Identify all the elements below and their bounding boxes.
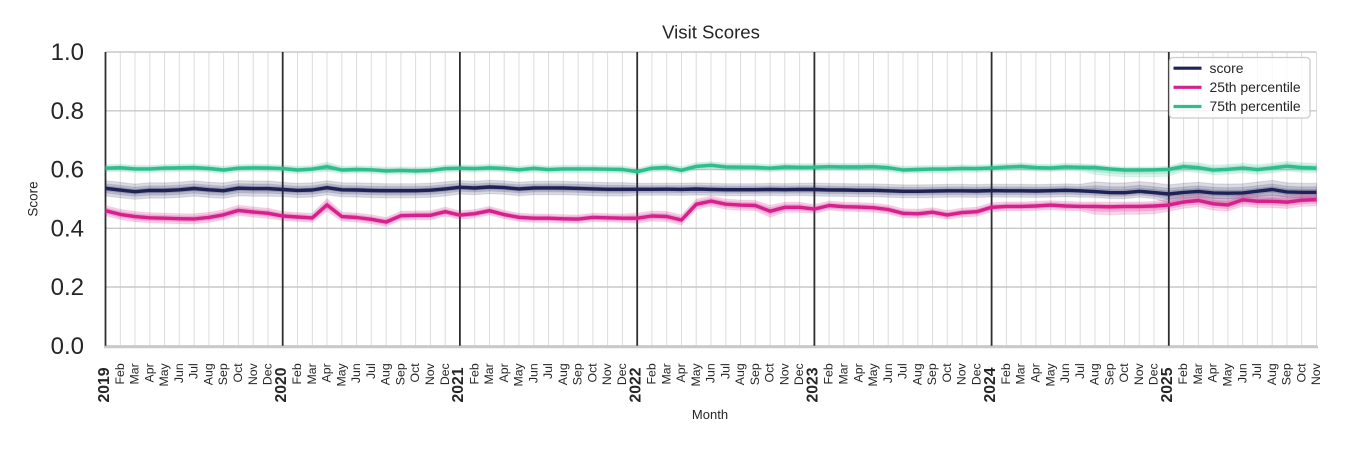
svg-text:Mar: Mar bbox=[837, 363, 851, 384]
svg-text:Nov: Nov bbox=[423, 362, 437, 385]
svg-text:Month: Month bbox=[692, 407, 728, 422]
svg-text:Dec: Dec bbox=[438, 363, 452, 385]
svg-text:May: May bbox=[334, 362, 348, 386]
svg-text:1.0: 1.0 bbox=[51, 39, 84, 66]
svg-text:Dec: Dec bbox=[615, 363, 629, 385]
svg-text:Feb: Feb bbox=[1176, 363, 1190, 384]
svg-text:score: score bbox=[1210, 60, 1244, 76]
svg-text:Nov: Nov bbox=[955, 362, 969, 385]
svg-text:Feb: Feb bbox=[290, 363, 304, 384]
svg-text:0.8: 0.8 bbox=[51, 98, 84, 125]
svg-text:Sep: Sep bbox=[216, 363, 230, 385]
svg-text:Mar: Mar bbox=[305, 363, 319, 384]
svg-text:Jun: Jun bbox=[1235, 363, 1249, 383]
svg-text:Aug: Aug bbox=[910, 363, 924, 385]
svg-text:May: May bbox=[512, 362, 526, 386]
svg-text:Mar: Mar bbox=[482, 363, 496, 384]
svg-text:Dec: Dec bbox=[261, 363, 275, 385]
svg-text:Dec: Dec bbox=[969, 363, 983, 385]
svg-text:Sep: Sep bbox=[1102, 363, 1116, 385]
svg-text:Oct: Oct bbox=[940, 363, 954, 383]
svg-text:May: May bbox=[866, 362, 880, 386]
svg-text:Dec: Dec bbox=[1147, 363, 1161, 385]
svg-text:Mar: Mar bbox=[1191, 363, 1205, 384]
svg-text:Apr: Apr bbox=[1206, 363, 1220, 382]
svg-text:Jul: Jul bbox=[541, 363, 555, 379]
svg-text:Apr: Apr bbox=[1029, 363, 1043, 382]
svg-text:Nov: Nov bbox=[246, 362, 260, 385]
svg-text:Feb: Feb bbox=[467, 363, 481, 384]
svg-text:Dec: Dec bbox=[792, 363, 806, 385]
svg-text:Jul: Jul bbox=[364, 363, 378, 379]
svg-text:Sep: Sep bbox=[571, 363, 585, 385]
svg-text:Apr: Apr bbox=[497, 363, 511, 382]
svg-text:May: May bbox=[1043, 362, 1057, 386]
svg-text:Apr: Apr bbox=[674, 363, 688, 382]
svg-text:Feb: Feb bbox=[113, 363, 127, 384]
svg-text:2023: 2023 bbox=[805, 367, 822, 402]
svg-text:Jul: Jul bbox=[718, 363, 732, 379]
svg-text:May: May bbox=[1221, 362, 1235, 386]
svg-text:Apr: Apr bbox=[320, 363, 334, 382]
svg-text:May: May bbox=[689, 362, 703, 386]
svg-text:Score: Score bbox=[26, 181, 41, 216]
svg-text:Apr: Apr bbox=[851, 363, 865, 382]
svg-text:Oct: Oct bbox=[763, 363, 777, 383]
svg-text:Jul: Jul bbox=[1250, 363, 1264, 379]
svg-text:Sep: Sep bbox=[394, 363, 408, 385]
svg-text:Jun: Jun bbox=[349, 363, 363, 383]
svg-text:Aug: Aug bbox=[202, 363, 216, 385]
svg-text:Apr: Apr bbox=[142, 363, 156, 382]
svg-text:2022: 2022 bbox=[628, 367, 645, 402]
svg-text:Sep: Sep bbox=[748, 363, 762, 385]
svg-text:75th percentile: 75th percentile bbox=[1210, 98, 1301, 114]
svg-text:Aug: Aug bbox=[1088, 363, 1102, 385]
svg-text:25th percentile: 25th percentile bbox=[1210, 79, 1301, 95]
svg-text:2025: 2025 bbox=[1159, 367, 1176, 402]
svg-text:Jun: Jun bbox=[526, 363, 540, 383]
svg-text:0.0: 0.0 bbox=[51, 333, 84, 360]
svg-text:Nov: Nov bbox=[600, 362, 614, 385]
svg-text:0.4: 0.4 bbox=[51, 215, 84, 242]
svg-text:Aug: Aug bbox=[379, 363, 393, 385]
svg-text:Aug: Aug bbox=[556, 363, 570, 385]
svg-text:Oct: Oct bbox=[1294, 363, 1308, 383]
svg-text:Jul: Jul bbox=[187, 363, 201, 379]
svg-text:0.2: 0.2 bbox=[51, 274, 84, 301]
svg-text:2020: 2020 bbox=[273, 367, 290, 402]
svg-text:Jun: Jun bbox=[172, 363, 186, 383]
svg-text:2024: 2024 bbox=[982, 367, 999, 402]
svg-text:May: May bbox=[157, 362, 171, 386]
svg-text:Nov: Nov bbox=[1309, 362, 1323, 385]
svg-text:Mar: Mar bbox=[1014, 363, 1028, 384]
svg-text:Jul: Jul bbox=[1073, 363, 1087, 379]
svg-text:Oct: Oct bbox=[231, 363, 245, 383]
svg-text:Mar: Mar bbox=[128, 363, 142, 384]
svg-text:2021: 2021 bbox=[450, 367, 467, 402]
svg-text:Feb: Feb bbox=[645, 363, 659, 384]
svg-text:Oct: Oct bbox=[1117, 363, 1131, 383]
svg-text:Aug: Aug bbox=[1265, 363, 1279, 385]
svg-text:Jul: Jul bbox=[896, 363, 910, 379]
svg-text:Visit Scores: Visit Scores bbox=[662, 22, 760, 43]
svg-text:Sep: Sep bbox=[925, 363, 939, 385]
svg-text:Jun: Jun bbox=[704, 363, 718, 383]
svg-text:Feb: Feb bbox=[822, 363, 836, 384]
svg-text:Oct: Oct bbox=[408, 363, 422, 383]
svg-text:Feb: Feb bbox=[999, 363, 1013, 384]
svg-text:Oct: Oct bbox=[586, 363, 600, 383]
svg-text:Mar: Mar bbox=[659, 363, 673, 384]
svg-text:Nov: Nov bbox=[1132, 362, 1146, 385]
svg-text:0.6: 0.6 bbox=[51, 157, 84, 184]
svg-text:Aug: Aug bbox=[733, 363, 747, 385]
svg-text:2019: 2019 bbox=[96, 367, 113, 402]
svg-text:Jun: Jun bbox=[881, 363, 895, 383]
svg-text:Jun: Jun bbox=[1058, 363, 1072, 383]
svg-text:Nov: Nov bbox=[777, 362, 791, 385]
svg-text:Sep: Sep bbox=[1280, 363, 1294, 385]
